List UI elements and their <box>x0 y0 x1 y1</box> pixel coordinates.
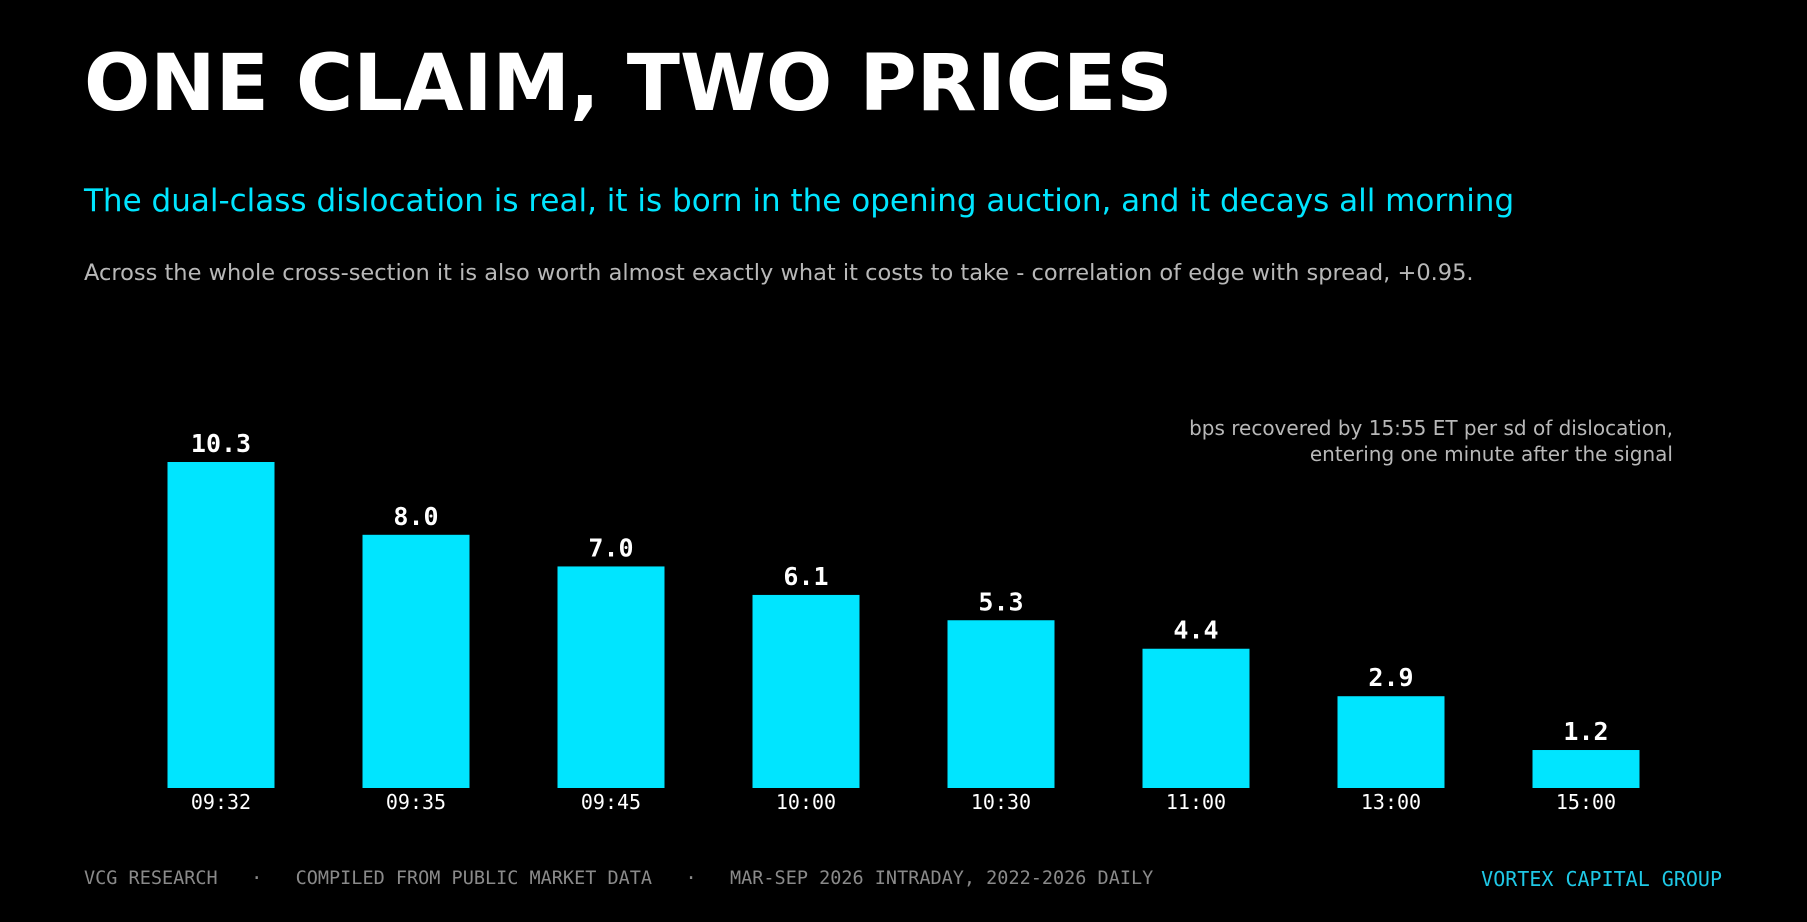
bar-value-label: 5.3 <box>978 587 1023 616</box>
bar <box>752 594 860 788</box>
x-tick-label: 10:00 <box>776 790 836 814</box>
footer-source: VCG RESEARCH · COMPILED FROM PUBLIC MARK… <box>84 868 1154 889</box>
bar-value-label: 4.4 <box>1173 616 1218 645</box>
x-tick-label: 10:30 <box>971 790 1031 814</box>
bar-value-label: 8.0 <box>393 502 438 531</box>
footer-brand: VORTEX CAPITAL GROUP <box>1481 867 1722 891</box>
bar <box>167 462 275 788</box>
chart-subtitle: The dual-class dislocation is real, it i… <box>84 183 1515 219</box>
bar <box>1142 648 1250 788</box>
chart-annotation: bps recovered by 15:55 ET per sd of disl… <box>1189 416 1673 440</box>
x-tick-label: 09:35 <box>386 790 446 814</box>
bar-value-label: 7.0 <box>588 533 633 562</box>
page-title: ONE CLAIM, TWO PRICES <box>84 39 1173 129</box>
x-tick-label: 11:00 <box>1166 790 1226 814</box>
chart-note: Across the whole cross-section it is als… <box>84 260 1474 286</box>
bar <box>1532 750 1640 788</box>
bar-value-label: 10.3 <box>191 429 251 458</box>
x-tick-label: 09:32 <box>191 790 251 814</box>
bar-value-label: 6.1 <box>783 562 828 591</box>
bar <box>362 534 470 788</box>
bar-value-label: 1.2 <box>1563 717 1608 746</box>
x-tick-label: 15:00 <box>1556 790 1616 814</box>
bar <box>947 620 1055 788</box>
x-tick-label: 13:00 <box>1361 790 1421 814</box>
bar <box>557 566 665 788</box>
chart-annotation: entering one minute after the signal <box>1310 442 1673 466</box>
bar-value-label: 2.9 <box>1368 663 1413 692</box>
x-tick-label: 09:45 <box>581 790 641 814</box>
bar <box>1337 696 1445 788</box>
